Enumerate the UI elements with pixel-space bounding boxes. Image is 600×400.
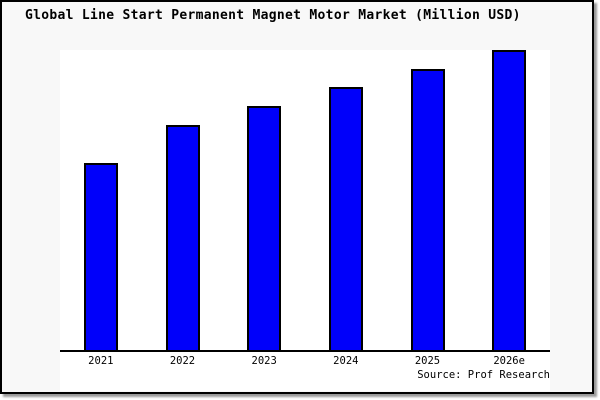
plot-area: 2021 2022 2023 2024 2025 2026e Source: Prof R… [60, 50, 550, 391]
x-axis-label-2023: 2023 [251, 355, 277, 367]
bar-2026e [492, 50, 527, 350]
bar-2022 [165, 125, 200, 350]
x-axis-label-2025: 2025 [414, 355, 441, 367]
x-axis-line [60, 350, 550, 352]
x-axis-label-2024: 2024 [333, 355, 359, 367]
x-axis-label-2022: 2022 [169, 355, 196, 367]
bar-2025 [410, 69, 445, 350]
bar-2024 [328, 87, 363, 350]
x-axis-label-2021: 2021 [88, 355, 114, 367]
source-note: Source: Prof Research [417, 369, 550, 381]
x-axis-label-2026e: 2026e [493, 355, 525, 367]
chart-card: Global Line Start Permanent Magnet Motor… [0, 0, 594, 394]
bar-2021 [83, 163, 118, 350]
chart-title: Global Line Start Permanent Magnet Motor… [25, 8, 521, 23]
bar-2023 [247, 106, 282, 350]
